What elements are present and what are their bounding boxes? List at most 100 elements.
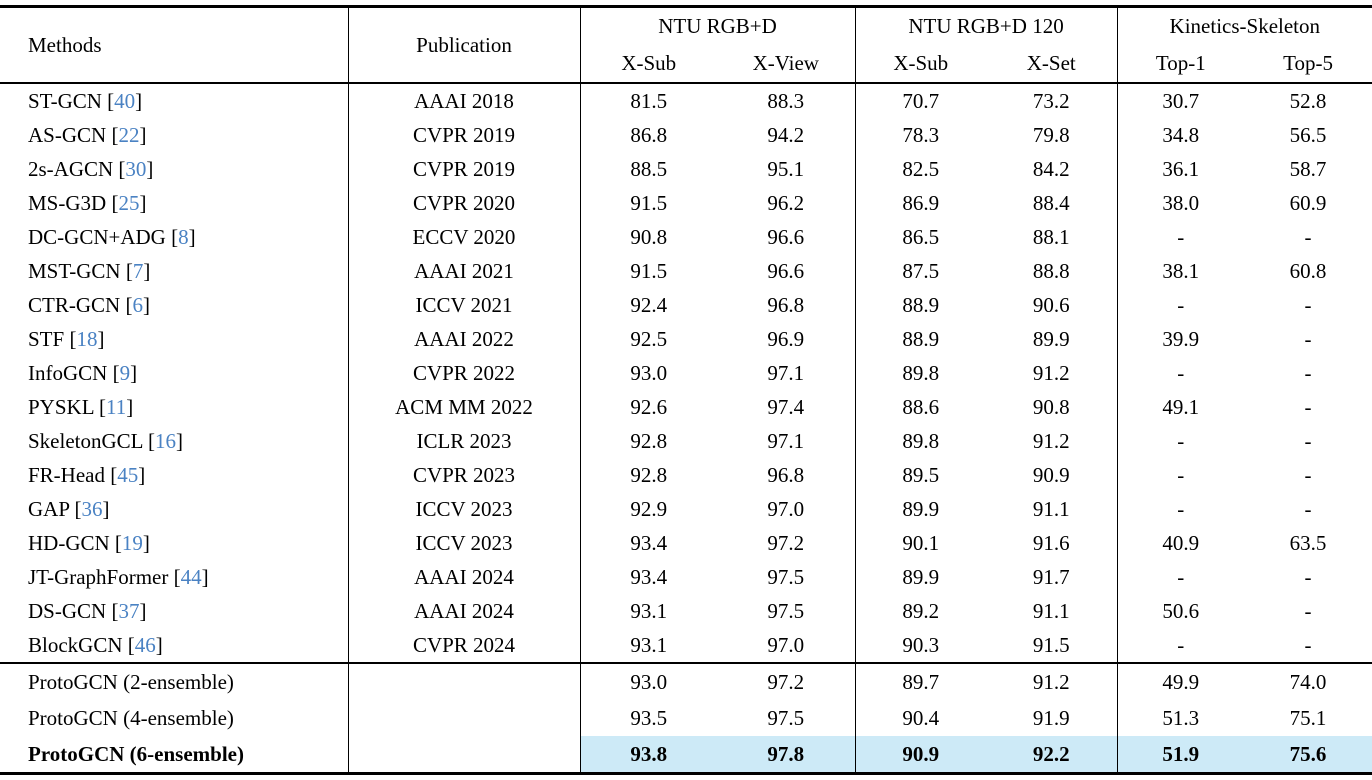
value-ntu120-xset: 91.2 xyxy=(986,356,1118,390)
citation-bracket-close: ] xyxy=(139,190,147,215)
table-row: ProtoGCN (6-ensemble) 93.8 97.8 90.9 92.… xyxy=(0,736,1372,774)
value-ntu-xview: 96.9 xyxy=(717,322,856,356)
method-cell: SkeletonGCL [16] xyxy=(0,424,349,458)
citation-bracket-open: [ xyxy=(120,258,133,283)
citation-bracket-close: ] xyxy=(155,632,163,657)
citation-bracket-open: [ xyxy=(109,530,122,555)
value-ntu120-xsub: 86.5 xyxy=(902,224,940,249)
citation-bracket-close: ] xyxy=(188,224,196,249)
value-ntu-xview: 97.8 xyxy=(717,736,856,774)
value-ntu-xsub: 93.0 xyxy=(630,669,668,694)
method-cell: 2s-AGCN [30] xyxy=(0,152,349,186)
value-ntu120-xset: 84.2 xyxy=(986,152,1118,186)
value-ntu120-xset: 88.8 xyxy=(986,254,1118,288)
value-kinetics-top5: - xyxy=(1304,360,1312,385)
value-ntu120-xset: 90.6 xyxy=(986,288,1118,322)
method-name: ST-GCN xyxy=(28,88,102,113)
citation-link[interactable]: 8 xyxy=(178,224,189,249)
value-kinetics-top5: 75.1 xyxy=(1289,705,1327,730)
value-kinetics-top1: - xyxy=(1177,496,1185,521)
value-ntu-xview: 96.8 xyxy=(717,288,856,322)
table-row: MST-GCN [7] AAAI 2021 91.5 96.6 87.5 88.… xyxy=(0,254,1372,288)
citation-bracket-open: [ xyxy=(113,156,126,181)
citation-bracket-close: ] xyxy=(175,428,183,453)
value-kinetics-top5: - xyxy=(1304,462,1312,487)
method-cell: STF [18] xyxy=(0,322,349,356)
citation-link[interactable]: 16 xyxy=(154,428,176,453)
publication-cell: ICCV 2021 xyxy=(348,288,581,322)
value-ntu-xview: 88.3 xyxy=(717,83,856,118)
value-kinetics-top1: 51.3 xyxy=(1162,705,1200,730)
method-cell: AS-GCN [22] xyxy=(0,118,349,152)
value-kinetics-top5: 52.8 xyxy=(1289,88,1327,113)
method-cell: ProtoGCN (2-ensemble) xyxy=(0,663,349,700)
publication-cell: CVPR 2024 xyxy=(348,628,581,663)
citation-link[interactable]: 44 xyxy=(180,564,202,589)
value-kinetics-top5: 58.7 xyxy=(1289,156,1327,181)
publication-cell: CVPR 2019 xyxy=(348,152,581,186)
value-ntu-xsub: 92.9 xyxy=(630,496,668,521)
value-ntu-xsub: 93.1 xyxy=(630,632,668,657)
method-name: JT-GraphFormer xyxy=(28,564,169,589)
citation-link[interactable]: 40 xyxy=(114,88,136,113)
value-ntu-xview: 94.2 xyxy=(717,118,856,152)
citation-link[interactable]: 6 xyxy=(132,292,143,317)
citation-link[interactable]: 36 xyxy=(81,496,103,521)
value-kinetics-top1: - xyxy=(1177,428,1185,453)
table-row: STF [18] AAAI 2022 92.5 96.9 88.9 89.9 3… xyxy=(0,322,1372,356)
value-kinetics-top5: 60.8 xyxy=(1289,258,1327,283)
value-ntu120-xsub: 88.9 xyxy=(902,326,940,351)
value-ntu120-xset: 90.9 xyxy=(986,458,1118,492)
value-ntu-xview: 97.5 xyxy=(717,560,856,594)
citation-bracket-close: ] xyxy=(102,496,110,521)
group-header-kinetics-skeleton: Kinetics-Skeleton xyxy=(1169,14,1321,38)
publication-cell: AAAI 2024 xyxy=(348,560,581,594)
citation-bracket-close: ] xyxy=(146,156,154,181)
citation-link[interactable]: 37 xyxy=(118,598,140,623)
col-header-xsub-120: X-Sub xyxy=(893,51,949,75)
value-ntu120-xset: 91.5 xyxy=(986,628,1118,663)
citation-link[interactable]: 45 xyxy=(117,462,139,487)
publication-cell: ACM MM 2022 xyxy=(348,390,581,424)
method-name: STF xyxy=(28,326,65,351)
publication-cell: CVPR 2020 xyxy=(348,186,581,220)
value-ntu-xview: 96.6 xyxy=(717,254,856,288)
value-ntu-xview: 95.1 xyxy=(717,152,856,186)
publication-cell xyxy=(348,736,581,774)
citation-bracket-close: ] xyxy=(201,564,209,589)
citation-link[interactable]: 22 xyxy=(118,122,140,147)
citation-link[interactable]: 30 xyxy=(125,156,147,181)
citation-link[interactable]: 9 xyxy=(119,360,131,385)
publication-cell: AAAI 2022 xyxy=(348,322,581,356)
value-ntu120-xset: 91.6 xyxy=(986,526,1118,560)
citation-bracket-close: ] xyxy=(139,122,147,147)
publication-cell xyxy=(348,663,581,700)
col-header-top5: Top-5 xyxy=(1283,51,1333,75)
value-ntu-xview: 97.4 xyxy=(717,390,856,424)
proto-gcn-section: ProtoGCN (2-ensemble) 93.0 97.2 89.7 91.… xyxy=(0,663,1372,774)
publication-cell: ECCV 2020 xyxy=(348,220,581,254)
method-name: DC-GCN+ADG xyxy=(28,224,166,249)
value-ntu-xsub: 92.4 xyxy=(630,292,668,317)
citation-link[interactable]: 25 xyxy=(118,190,140,215)
table-row: InfoGCN [9] CVPR 2022 93.0 97.1 89.8 91.… xyxy=(0,356,1372,390)
citation-link[interactable]: 11 xyxy=(106,394,127,419)
method-name: CTR-GCN xyxy=(28,292,121,317)
value-kinetics-top1: - xyxy=(1177,564,1185,589)
citation-link[interactable]: 18 xyxy=(76,326,98,351)
value-ntu120-xset: 79.8 xyxy=(986,118,1118,152)
citation-bracket-open: [ xyxy=(165,224,179,249)
value-kinetics-top1: 30.7 xyxy=(1162,88,1200,113)
citation-link[interactable]: 46 xyxy=(134,632,156,657)
value-ntu120-xset: 73.2 xyxy=(986,83,1118,118)
citation-bracket-close: ] xyxy=(138,462,146,487)
table-header: Methods Publication NTU RGB+D NTU RGB+D … xyxy=(0,6,1372,83)
value-ntu120-xsub: 89.9 xyxy=(902,496,940,521)
value-ntu-xsub: 93.1 xyxy=(630,598,668,623)
method-cell: JT-GraphFormer [44] xyxy=(0,560,349,594)
citation-link[interactable]: 19 xyxy=(121,530,143,555)
value-kinetics-top5: - xyxy=(1304,292,1312,317)
citation-link[interactable]: 7 xyxy=(132,258,144,283)
prior-methods-section: ST-GCN [40] AAAI 2018 81.5 88.3 70.7 73.… xyxy=(0,83,1372,663)
value-ntu-xview: 97.0 xyxy=(717,628,856,663)
